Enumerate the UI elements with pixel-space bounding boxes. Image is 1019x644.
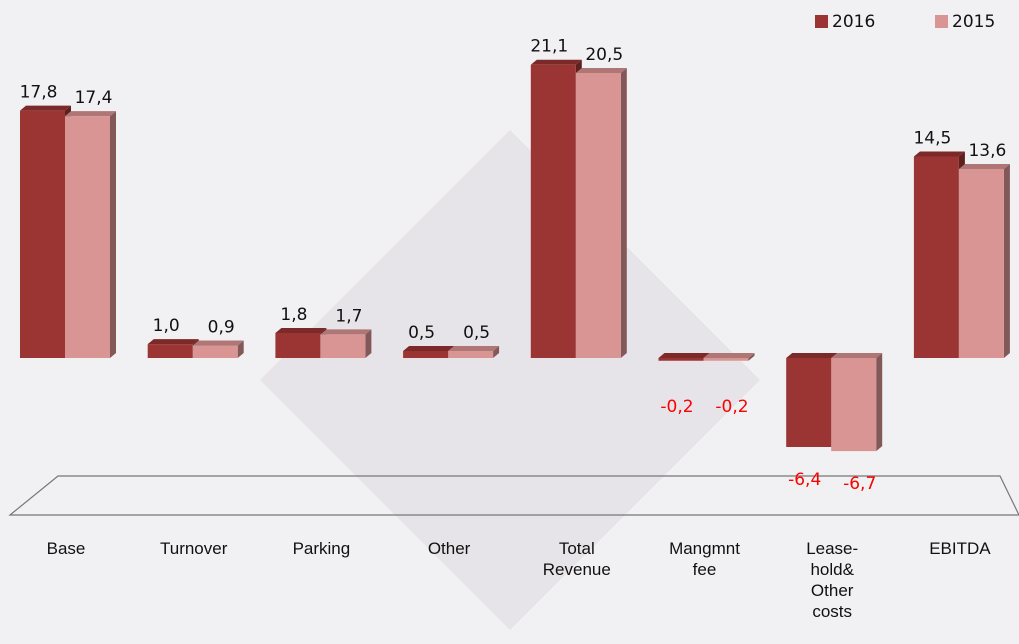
data-label: 0,9 [208, 317, 235, 337]
data-label: 17,8 [20, 83, 58, 103]
bar-front [275, 332, 321, 358]
data-label: 0,5 [408, 323, 435, 343]
bar-side [110, 111, 116, 358]
data-label: 17,4 [75, 88, 113, 108]
bar-front [831, 358, 877, 452]
bar-front [403, 351, 449, 358]
bar-front [913, 156, 959, 358]
bar-side [1003, 163, 1010, 358]
bar-front [448, 351, 494, 358]
bar [192, 340, 244, 358]
bar-top [575, 68, 627, 74]
bar-top [403, 346, 455, 352]
data-label: 14,5 [913, 128, 951, 148]
bar [831, 353, 883, 452]
legend-swatch [935, 15, 948, 28]
bar [786, 353, 838, 447]
x-tick-label: Parking [292, 539, 351, 558]
bar [658, 353, 710, 361]
bar-top [703, 353, 755, 358]
x-tick-label: EBITDA [929, 539, 991, 558]
bar-front [786, 358, 832, 447]
bar-top [530, 59, 582, 65]
x-tick-label: Mangmnt fee [669, 539, 740, 579]
bar [575, 68, 627, 359]
data-label: 1,0 [153, 316, 180, 336]
bar [20, 105, 71, 358]
floor [8, 475, 1019, 516]
bar-front [320, 334, 366, 358]
bar-top [20, 105, 71, 111]
bar-front [658, 358, 704, 361]
x-tick-label: Other [427, 539, 471, 558]
watermark [260, 130, 760, 630]
bar-top [192, 340, 244, 346]
bar [703, 353, 755, 361]
bar-top [275, 327, 327, 333]
bar [403, 346, 455, 358]
bar-front [147, 344, 193, 358]
x-tick-label: Lease- hold& Other costs [806, 539, 859, 621]
bar-top [658, 353, 710, 358]
bar-side [748, 353, 755, 361]
bar-top [147, 339, 199, 345]
bar-front [530, 64, 576, 359]
legend-label: 2015 [952, 12, 995, 32]
bar [913, 151, 965, 358]
bar-front [575, 73, 621, 359]
bar-side [493, 346, 500, 358]
bar [147, 339, 199, 358]
bar-top [448, 346, 500, 352]
x-tick-label: Turnover [159, 539, 228, 558]
x-tick-label: Base [46, 539, 86, 558]
bar-front [192, 345, 238, 358]
legend-swatch [815, 15, 828, 28]
data-label: 1,8 [280, 305, 307, 325]
bar-top [831, 353, 883, 358]
bar-front [958, 168, 1004, 358]
bar [958, 163, 1010, 358]
bar [275, 327, 327, 358]
data-label: -0,2 [660, 397, 693, 417]
bar-side [237, 340, 244, 358]
bar-front [20, 110, 65, 358]
data-label: 13,6 [968, 141, 1006, 161]
data-label: 20,5 [585, 45, 623, 65]
bar-top [320, 329, 372, 335]
bar-side [365, 329, 372, 358]
x-tick-label: Total Revenue [542, 539, 611, 579]
bar-front [65, 116, 110, 358]
bar [320, 329, 372, 358]
bar-top [913, 151, 965, 157]
bar [448, 346, 500, 358]
bar-top [958, 163, 1010, 169]
data-label: 1,7 [335, 306, 362, 326]
bar-top [786, 353, 838, 358]
bar-front [703, 358, 749, 361]
data-label: -6,4 [788, 470, 821, 490]
data-label: -6,7 [843, 474, 876, 494]
bar [65, 111, 116, 358]
bar-side [620, 68, 627, 359]
data-label: -0,2 [715, 397, 748, 417]
legend-label: 2016 [832, 12, 875, 32]
bar [530, 59, 582, 359]
data-label: 0,5 [463, 323, 490, 343]
bar-side [876, 353, 883, 452]
data-label: 21,1 [530, 37, 568, 57]
bar-top [65, 111, 116, 117]
